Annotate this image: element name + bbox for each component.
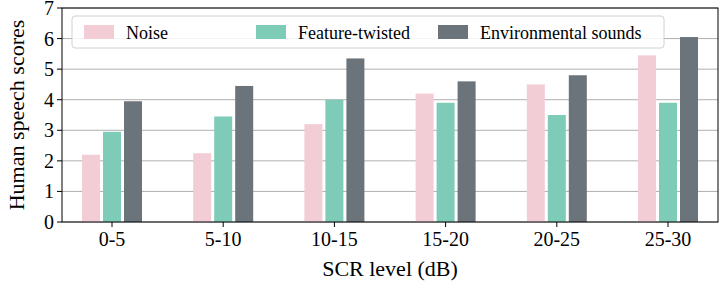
y-tick-label: 4	[44, 89, 54, 111]
x-tick	[556, 222, 557, 227]
y-tick	[57, 130, 62, 131]
bar	[527, 84, 545, 222]
legend-box	[72, 16, 664, 48]
bar	[416, 94, 434, 222]
bar	[548, 115, 566, 222]
legend-swatch	[84, 25, 114, 39]
x-tick	[334, 222, 335, 227]
x-tick-label: 20-25	[533, 228, 580, 250]
bar	[214, 117, 232, 222]
x-tick-label: 0-5	[99, 228, 126, 250]
y-tick-label: 0	[44, 211, 54, 233]
plot-frame	[62, 8, 718, 222]
bars	[82, 37, 698, 222]
y-tick	[57, 69, 62, 70]
y-tick	[57, 191, 62, 192]
legend-label: Feature-twisted	[298, 23, 410, 43]
bar	[569, 75, 587, 222]
bar	[103, 132, 121, 222]
y-tick-label: 5	[44, 58, 54, 80]
grid-line	[62, 130, 718, 131]
y-tick	[57, 8, 62, 9]
x-tick	[223, 222, 224, 227]
bar	[659, 103, 677, 222]
x-tick	[668, 222, 669, 227]
bar	[82, 155, 100, 222]
x-tick-label: 5-10	[205, 228, 242, 250]
y-tick-label: 7	[44, 0, 54, 19]
y-tick-label: 6	[44, 28, 54, 50]
x-tick-label: 25-30	[645, 228, 692, 250]
bar	[638, 55, 656, 222]
bar	[193, 153, 211, 222]
bar	[346, 58, 364, 222]
x-tick	[112, 222, 113, 227]
bar	[680, 37, 698, 222]
y-tick-label: 1	[44, 180, 54, 202]
x-axis-label: SCR level (dB)	[322, 256, 458, 281]
legend-label: Environmental sounds	[480, 23, 641, 43]
bar	[437, 103, 455, 222]
bar	[325, 100, 343, 222]
legend-label: Noise	[126, 23, 168, 43]
grid-line	[62, 69, 718, 70]
x-tick-label: 10-15	[311, 228, 358, 250]
x-tick	[445, 222, 446, 227]
y-tick	[57, 160, 62, 161]
x-tick-label: 15-20	[422, 228, 469, 250]
legend-swatch	[256, 25, 286, 39]
grid-line	[62, 99, 718, 100]
y-tick	[57, 99, 62, 100]
bar	[304, 124, 322, 222]
bar	[458, 81, 476, 222]
y-tick-label: 3	[44, 119, 54, 141]
grid-line	[62, 191, 718, 192]
y-tick-label: 2	[44, 150, 54, 172]
y-axis-label: Human speech scores	[4, 20, 29, 211]
grid-line	[62, 160, 718, 161]
bar	[235, 86, 253, 222]
legend: Noise Feature-twisted Environmental sounds	[72, 16, 664, 48]
legend-swatch	[438, 25, 468, 39]
y-tick	[57, 38, 62, 39]
bar	[124, 101, 142, 222]
y-tick	[57, 222, 62, 223]
